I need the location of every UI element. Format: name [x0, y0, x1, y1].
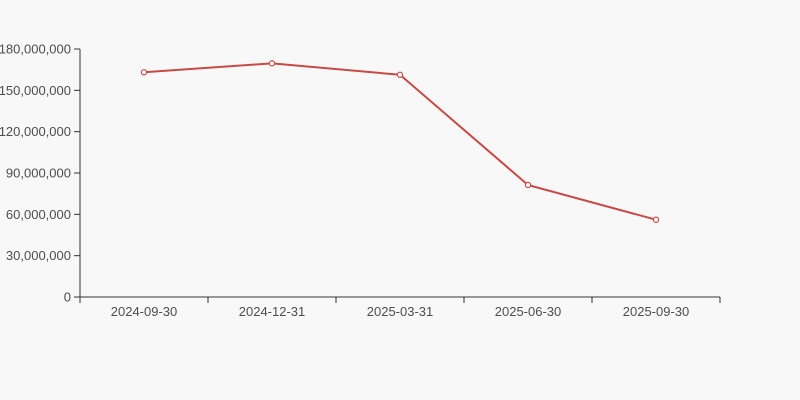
y-tick-label: 30,000,000	[6, 248, 71, 263]
y-tick-label: 180,000,000	[0, 42, 71, 57]
y-tick-label: 120,000,000	[0, 124, 71, 139]
data-point-marker	[652, 216, 660, 223]
x-tick-label: 2025-06-30	[495, 304, 562, 319]
data-point-marker	[524, 181, 532, 189]
x-tick-label: 2025-09-30	[623, 304, 690, 319]
y-tick-label: 60,000,000	[6, 207, 71, 222]
x-tick-label: 2024-09-30	[111, 304, 178, 319]
x-tick-label: 2024-12-31	[239, 304, 306, 319]
series-line	[143, 62, 657, 221]
data-point-marker	[140, 69, 148, 76]
y-tick-label: 150,000,000	[0, 83, 71, 98]
data-point-marker	[396, 71, 404, 78]
data-point-marker	[268, 60, 276, 67]
x-tick-label: 2025-03-31	[367, 304, 434, 319]
y-tick-label: 0	[64, 290, 71, 305]
y-tick-label: 90,000,000	[6, 166, 71, 181]
